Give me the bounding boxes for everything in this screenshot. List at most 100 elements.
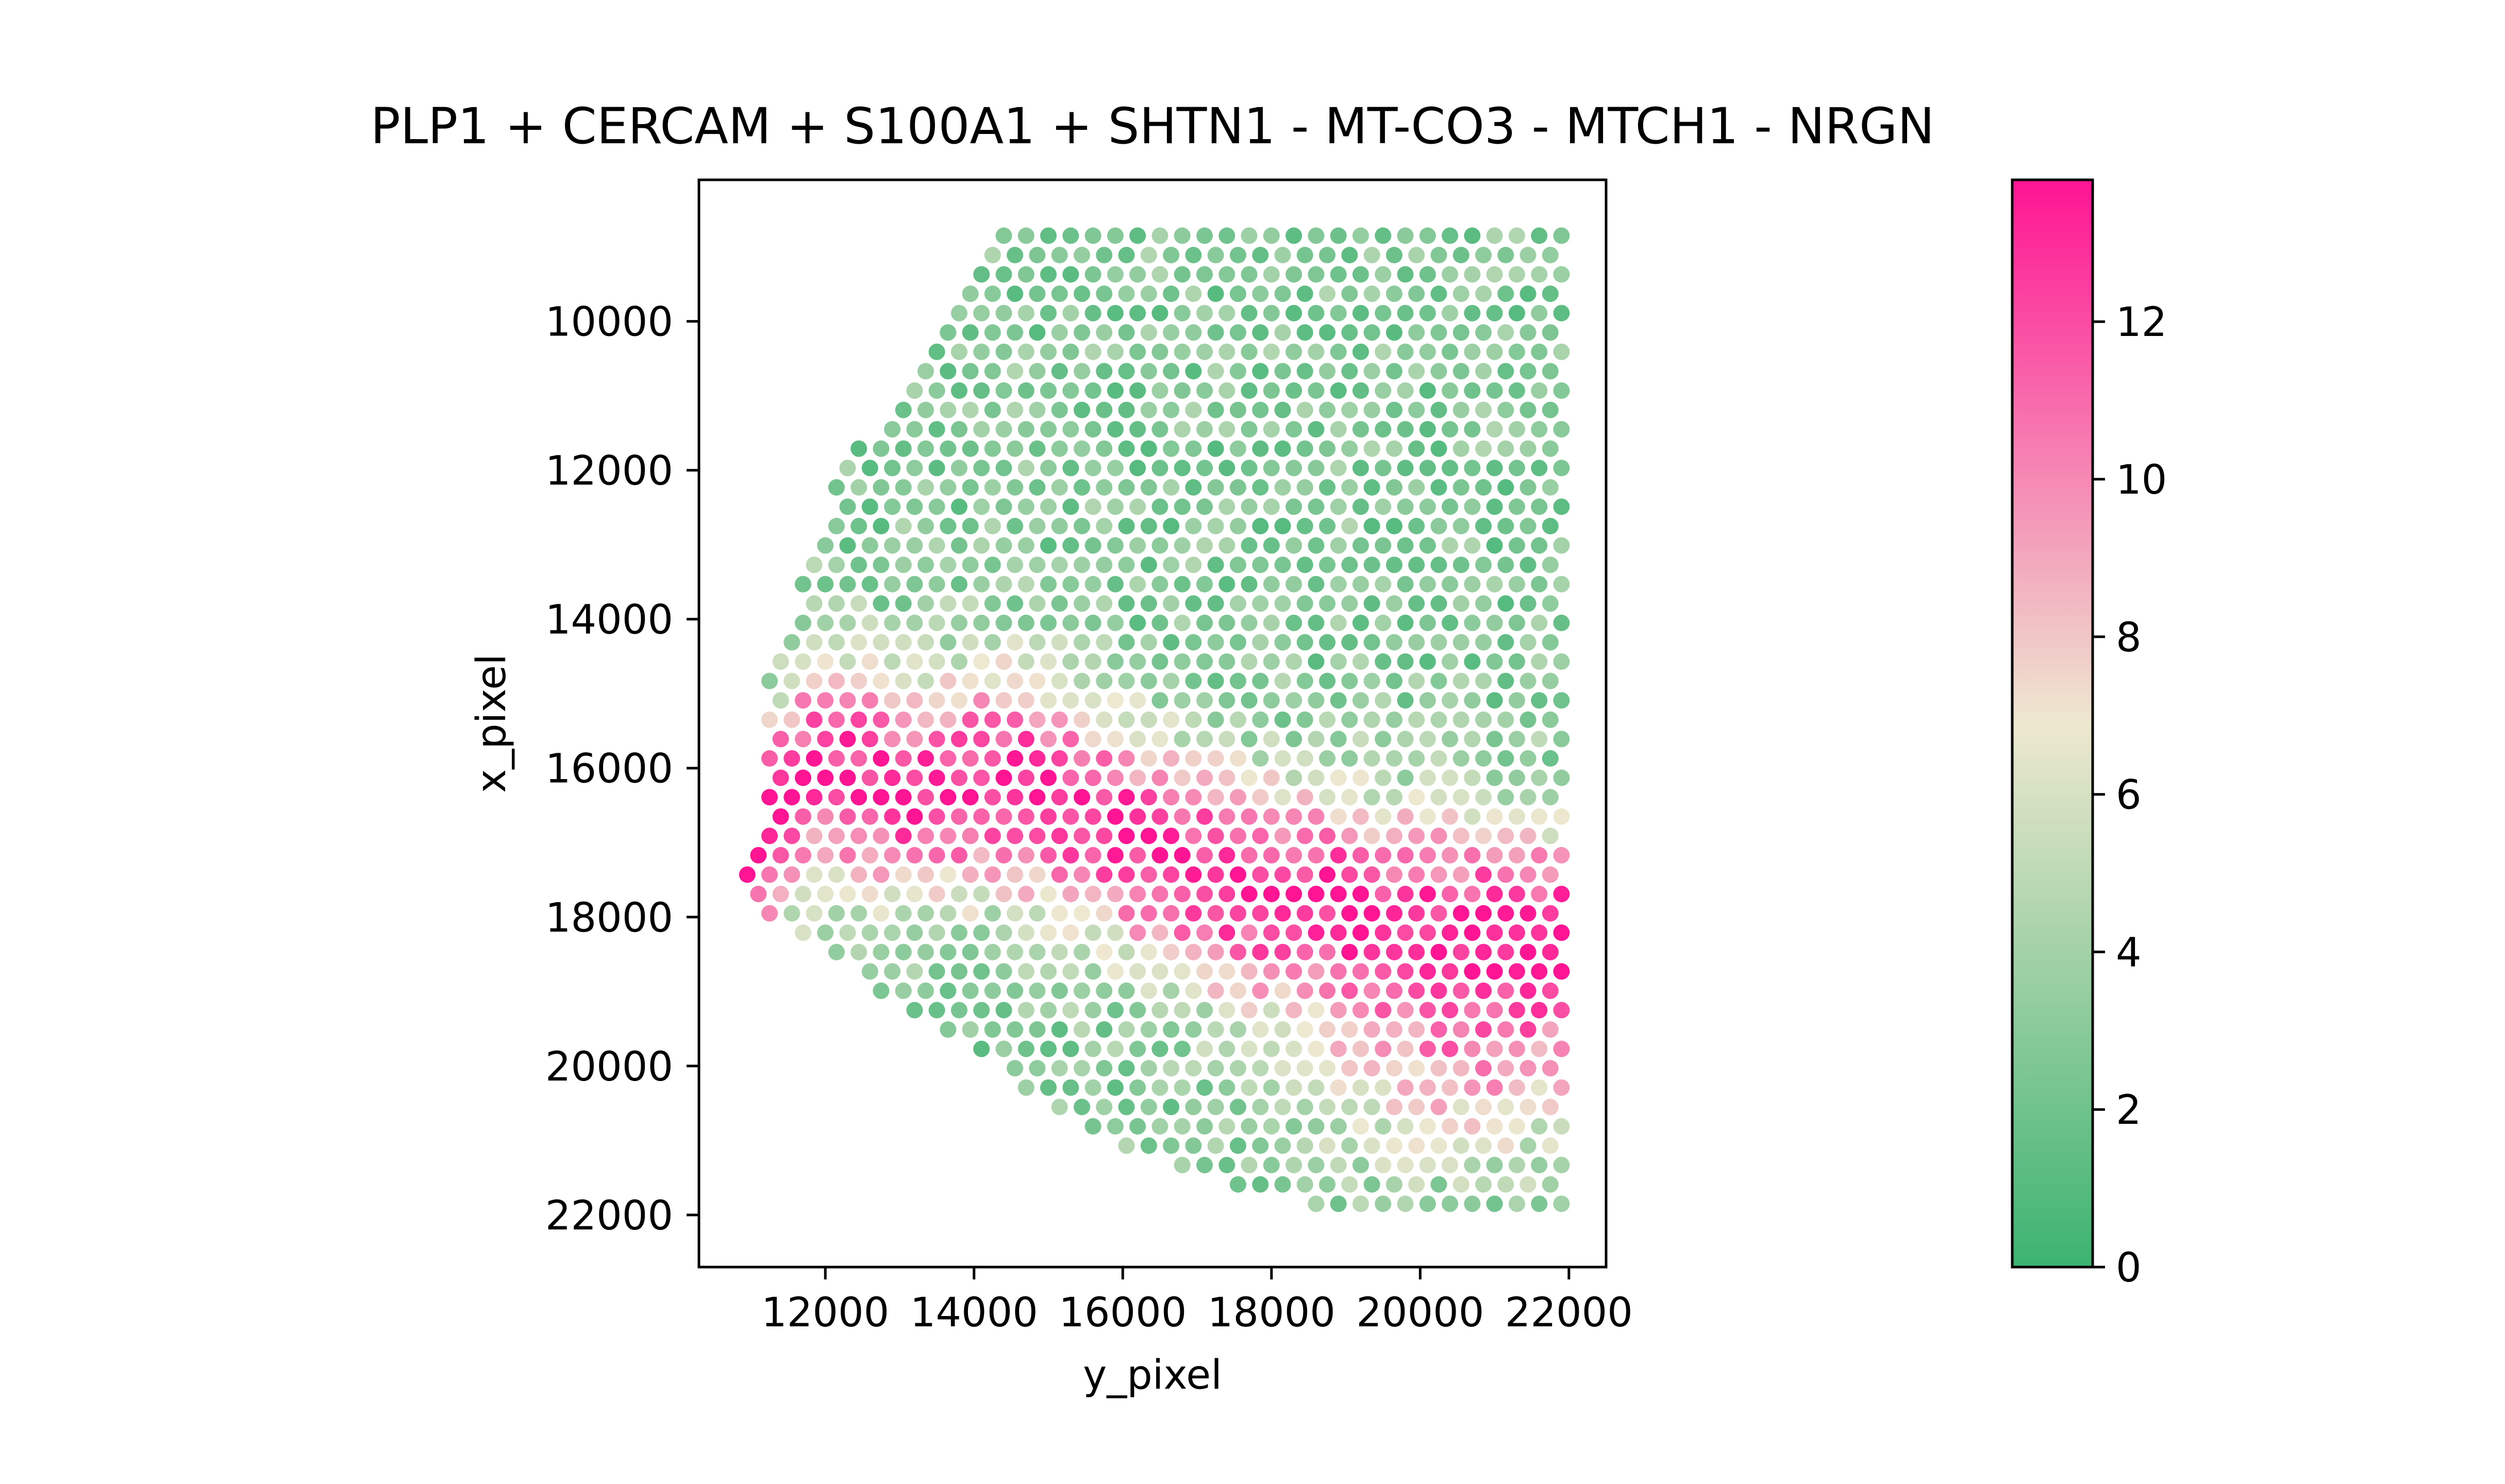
scatter-point [1319,1021,1335,1038]
scatter-point [1452,285,1469,302]
scatter-point [1475,634,1492,651]
scatter-point [950,847,967,864]
scatter-point [1096,943,1113,960]
scatter-point [1140,750,1157,767]
scatter-point [1375,963,1392,980]
scatter-point [1062,963,1079,980]
scatter-point [906,963,923,980]
scatter-point [995,808,1012,825]
scatter-point [1375,1157,1392,1173]
scatter-point [1007,905,1024,922]
scatter-point [1442,382,1458,399]
scatter-point [1185,828,1202,845]
scatter-point [1542,866,1559,883]
scatter-point [1553,1002,1570,1019]
scatter-point [1385,401,1402,418]
scatter-point [1218,460,1235,477]
scatter-point [783,711,800,728]
scatter-point [962,750,979,767]
scatter-point [1397,1079,1414,1096]
scatter-point [995,460,1012,477]
scatter-point [1051,479,1068,496]
scatter-point [940,943,957,960]
scatter-point [1017,924,1034,941]
scatter-point [1218,576,1235,593]
colorbar-tick-label: 8 [2116,615,2142,661]
scatter-point [1408,711,1425,728]
scatter-point [1218,1040,1235,1057]
scatter-point [1330,924,1347,941]
scatter-point [1163,789,1180,806]
scatter-point [1408,479,1425,496]
scatter-point [1174,847,1191,864]
scatter-point [1051,905,1068,922]
scatter-point [1319,1060,1335,1077]
scatter-point [1519,595,1537,612]
scatter-point [917,363,934,380]
scatter-point [1430,789,1447,806]
scatter-point [917,440,934,457]
scatter-point [1475,1060,1492,1077]
scatter-point [1285,343,1302,360]
scatter-point [1229,828,1246,845]
scatter-point [1207,285,1224,302]
scatter-point [850,672,867,689]
scatter-point [1174,653,1191,670]
scatter-point [1074,556,1090,574]
scatter-point [1274,711,1291,728]
scatter-point [995,924,1012,941]
scatter-point [1163,672,1180,689]
scatter-point [1542,556,1559,574]
scatter-point [1107,1002,1124,1019]
scatter-point [1229,1060,1246,1077]
scatter-point [1442,421,1458,438]
scatter-point [995,382,1012,399]
y-tick-label: 12000 [545,448,673,495]
scatter-point [1029,440,1046,457]
scatter-point [1330,576,1347,593]
scatter-point [1352,1157,1369,1173]
scatter-point [1285,1079,1302,1096]
scatter-point [1029,982,1046,999]
scatter-point [1497,247,1514,263]
scatter-point [839,808,856,825]
scatter-point [1107,653,1124,670]
scatter-point [984,363,1001,380]
scatter-point [1508,537,1525,554]
scatter-point [1442,692,1458,709]
scatter-point [1285,537,1302,554]
scatter-point [1519,556,1537,574]
scatter-point [1452,982,1469,999]
scatter-point [928,1002,945,1019]
scatter-point [928,886,945,902]
scatter-point [873,518,890,534]
scatter-point [950,576,967,593]
scatter-point [1241,924,1258,941]
scatter-point [1452,1060,1469,1077]
scatter-point [940,1021,957,1038]
scatter-point [1430,363,1447,380]
scatter-point [1296,556,1313,574]
scatter-point [995,343,1012,360]
scatter-point [1151,266,1168,283]
scatter-point [1207,363,1224,380]
scatter-point [1285,1118,1302,1135]
scatter-point [895,866,912,883]
scatter-point [1263,498,1280,515]
scatter-point [1074,789,1090,806]
scatter-point [1385,866,1402,883]
scatter-point [884,808,901,825]
scatter-point [1308,1118,1325,1135]
scatter-point [1196,769,1213,786]
scatter-point [1341,363,1358,380]
scatter-point [1375,847,1392,864]
scatter-point [1263,537,1280,554]
scatter-point [1475,285,1492,302]
scatter-point [1419,266,1436,283]
scatter-point [995,847,1012,864]
scatter-point [850,711,867,728]
scatter-point [817,769,834,786]
scatter-point [1107,576,1124,593]
scatter-point [1330,1002,1347,1019]
scatter-point [1363,401,1380,418]
